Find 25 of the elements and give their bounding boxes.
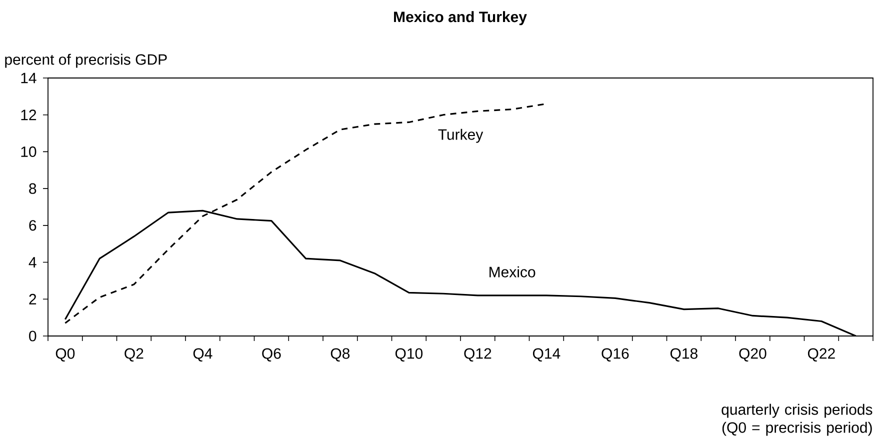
y-tick-label: 12	[21, 110, 36, 120]
x-tick-label: Q4	[193, 348, 212, 362]
x-tick-label: Q20	[739, 348, 766, 362]
x-tick-label: Q18	[670, 348, 698, 362]
y-tick-label: 8	[29, 183, 36, 194]
y-tick-label: 2	[29, 294, 36, 304]
x-axis-title: quarterly crisis periods (Q0 = precrisis period)	[722, 404, 872, 436]
x-tick-label: Q2	[124, 348, 144, 362]
x-tick-label: Q16	[602, 348, 629, 362]
y-tick-label: 14	[21, 72, 36, 84]
x-tick-label: Q6	[262, 348, 281, 362]
series-label: Turkey	[438, 128, 484, 143]
x-tick-label: Q10	[395, 348, 423, 362]
y-tick-label: 10	[21, 146, 36, 158]
x-tick-label: Q8	[330, 348, 350, 362]
x-tick-label: Q14	[532, 348, 560, 362]
y-axis-title: percent of precrisis GDP	[5, 54, 167, 68]
x-tick-label: Q22	[808, 348, 835, 362]
y-tick-label: 6	[29, 220, 36, 231]
y-tick-label: 4	[28, 257, 36, 268]
chart-title: Mexico and Turkey	[394, 11, 527, 26]
series-label: Mexico	[490, 266, 536, 278]
x-tick-label: Q12	[464, 348, 492, 362]
y-tick-label: 0	[29, 330, 36, 342]
x-tick-label: Q0	[56, 348, 75, 362]
